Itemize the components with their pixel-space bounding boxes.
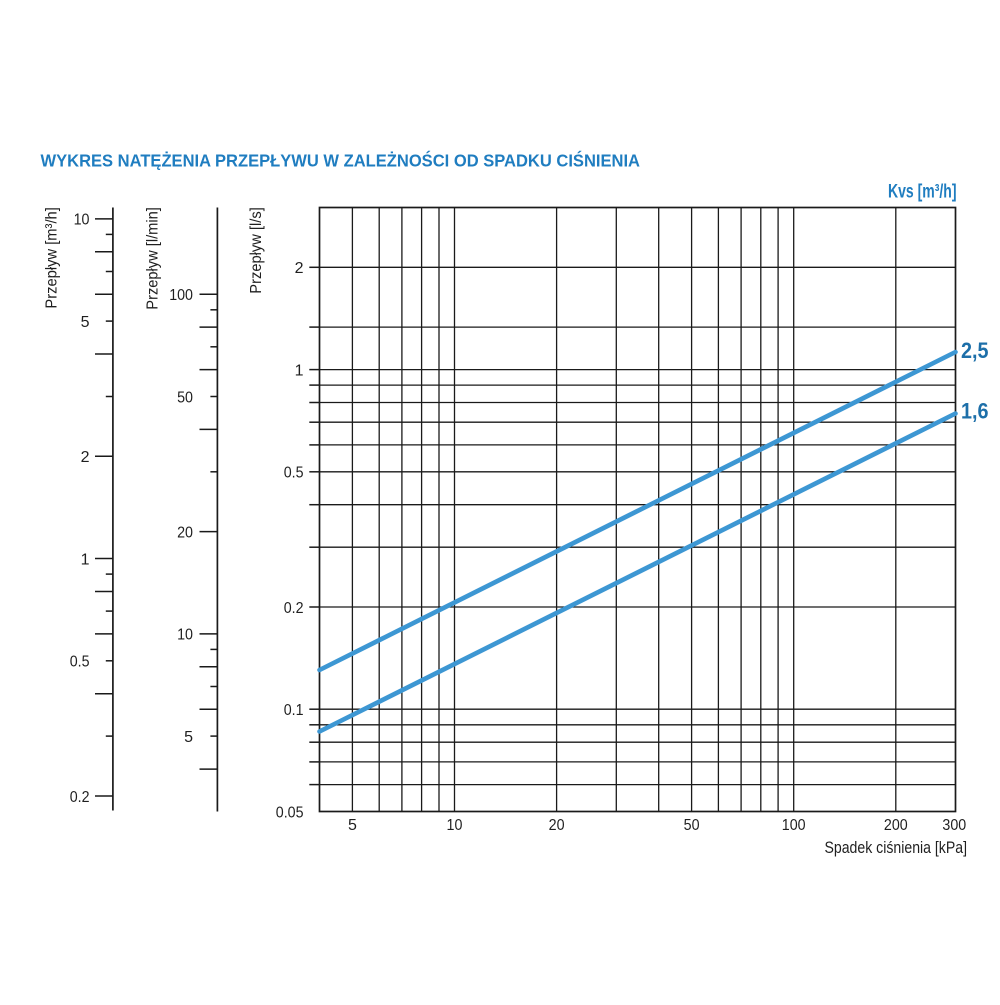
svg-text:20: 20 bbox=[177, 524, 193, 541]
svg-text:200: 200 bbox=[884, 817, 908, 834]
svg-text:300: 300 bbox=[942, 817, 966, 834]
svg-text:0.5: 0.5 bbox=[284, 465, 304, 482]
svg-text:10: 10 bbox=[447, 817, 463, 834]
svg-text:100: 100 bbox=[169, 287, 193, 304]
svg-text:0.5: 0.5 bbox=[70, 654, 90, 671]
svg-text:50: 50 bbox=[177, 389, 193, 406]
svg-text:2: 2 bbox=[81, 449, 90, 466]
svg-text:100: 100 bbox=[782, 817, 806, 834]
svg-text:1: 1 bbox=[295, 362, 304, 379]
svg-text:10: 10 bbox=[74, 212, 90, 229]
svg-text:0.05: 0.05 bbox=[276, 804, 304, 821]
svg-text:Kvs [m³/h]: Kvs [m³/h] bbox=[888, 181, 957, 203]
svg-text:Przepływ [l/s]: Przepływ [l/s] bbox=[248, 207, 265, 294]
svg-text:Przepływ [m³/h]: Przepływ [m³/h] bbox=[44, 207, 61, 308]
svg-text:0.2: 0.2 bbox=[284, 600, 304, 617]
svg-text:5: 5 bbox=[81, 314, 90, 331]
svg-text:1,6: 1,6 bbox=[961, 398, 989, 423]
svg-text:Przepływ [l/min]: Przepływ [l/min] bbox=[145, 207, 162, 310]
svg-text:1: 1 bbox=[81, 551, 90, 568]
svg-text:5: 5 bbox=[184, 729, 193, 746]
svg-text:WYKRES NATĘŻENIA PRZEPŁYWU W Z: WYKRES NATĘŻENIA PRZEPŁYWU W ZALEŻNOŚCI … bbox=[41, 150, 641, 171]
svg-text:0.2: 0.2 bbox=[70, 789, 90, 806]
svg-text:50: 50 bbox=[684, 817, 700, 834]
svg-text:2,5: 2,5 bbox=[961, 338, 989, 363]
svg-text:10: 10 bbox=[177, 627, 193, 644]
svg-text:5: 5 bbox=[348, 817, 357, 834]
svg-text:2: 2 bbox=[295, 260, 304, 277]
svg-text:Spadek ciśnienia [kPa]: Spadek ciśnienia [kPa] bbox=[825, 838, 968, 857]
svg-text:0.1: 0.1 bbox=[284, 702, 304, 719]
svg-text:20: 20 bbox=[549, 817, 565, 834]
